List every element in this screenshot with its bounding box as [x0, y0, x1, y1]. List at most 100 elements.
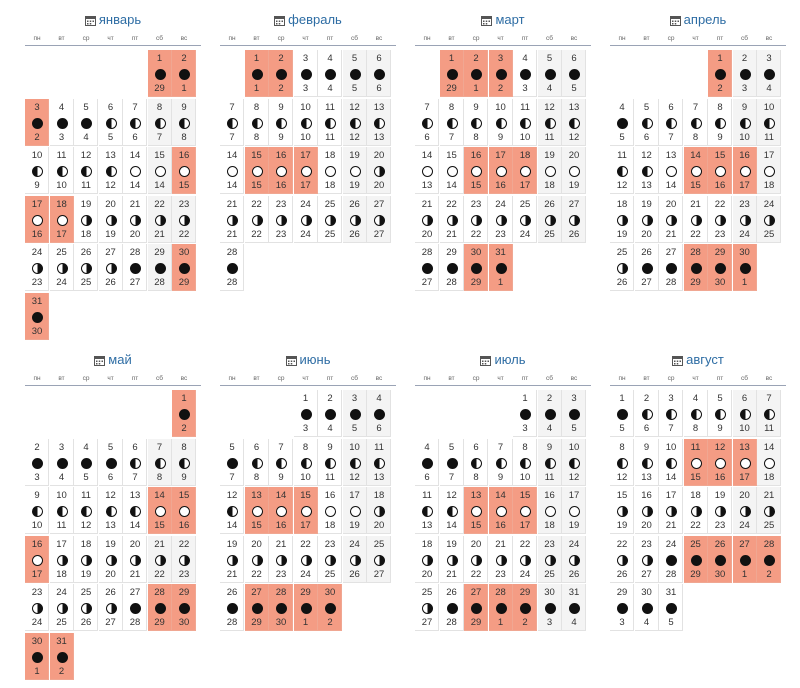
day-cell[interactable]: 31 4	[562, 584, 586, 632]
day-cell[interactable]: 29 30	[172, 584, 196, 632]
day-cell[interactable]: 26 26	[342, 195, 367, 243]
day-cell[interactable]: 23 25	[318, 535, 342, 583]
day-cell[interactable]: 18 20	[415, 535, 439, 583]
day-cell[interactable]: 24 25	[49, 584, 74, 632]
day-cell[interactable]: 16 18	[537, 487, 562, 535]
month-title[interactable]: апрель	[610, 12, 786, 30]
day-cell[interactable]: 15 14	[439, 147, 464, 195]
day-cell[interactable]: 23 23	[269, 195, 293, 243]
day-cell[interactable]: 17 17	[293, 147, 318, 195]
day-cell[interactable]: 11 15	[683, 438, 708, 486]
day-cell[interactable]: 10 10	[293, 98, 318, 146]
day-cell[interactable]: 21 20	[123, 195, 147, 243]
day-cell[interactable]: 24 26	[562, 535, 586, 583]
day-cell[interactable]: 29 3	[610, 584, 634, 632]
day-cell[interactable]: 22 21	[147, 195, 172, 243]
day-cell[interactable]: 14 15	[683, 147, 708, 195]
day-cell[interactable]: 31 1	[488, 244, 513, 292]
day-cell[interactable]: 28 29	[147, 584, 172, 632]
day-cell[interactable]: 21 22	[683, 195, 708, 243]
day-cell[interactable]: 12 11	[74, 147, 98, 195]
day-cell[interactable]: 21 25	[757, 487, 781, 535]
day-cell[interactable]: 19 18	[74, 195, 98, 243]
day-cell[interactable]: 16 20	[634, 487, 659, 535]
day-cell[interactable]: 24 24	[293, 195, 318, 243]
day-cell[interactable]: 28 30	[269, 584, 293, 632]
month-title[interactable]: март	[415, 12, 591, 30]
day-cell[interactable]: 20 21	[659, 195, 683, 243]
day-cell[interactable]: 8 10	[293, 438, 318, 486]
day-cell[interactable]: 27 29	[244, 584, 269, 632]
day-cell[interactable]: 30 2	[318, 584, 342, 632]
day-cell[interactable]: 16 17	[25, 535, 49, 583]
day-cell[interactable]: 16 15	[464, 147, 488, 195]
day-cell[interactable]: 11 10	[513, 98, 537, 146]
day-cell[interactable]: 23 22	[464, 195, 488, 243]
day-cell[interactable]: 25 26	[74, 584, 98, 632]
day-cell[interactable]: 12 13	[634, 147, 659, 195]
day-cell[interactable]: 15 19	[610, 487, 634, 535]
day-cell[interactable]: 9 11	[318, 438, 342, 486]
day-cell[interactable]: 11 13	[415, 487, 439, 535]
day-cell[interactable]: 21 20	[415, 195, 439, 243]
day-cell[interactable]: 1 29	[147, 50, 172, 97]
day-cell[interactable]: 27 29	[464, 584, 488, 632]
day-cell[interactable]: 12 12	[342, 98, 367, 146]
day-cell[interactable]: 20 24	[732, 487, 757, 535]
day-cell[interactable]: 18 17	[49, 195, 74, 243]
day-cell[interactable]: 19 20	[98, 535, 123, 583]
day-cell[interactable]: 14 14	[123, 147, 147, 195]
day-cell[interactable]: 27 28	[659, 244, 683, 292]
day-cell[interactable]: 28 27	[415, 244, 439, 292]
day-cell[interactable]: 26 27	[98, 584, 123, 632]
day-cell[interactable]: 20 20	[367, 147, 391, 195]
day-cell[interactable]: 30 3	[537, 584, 562, 632]
day-cell[interactable]: 10 12	[342, 438, 367, 486]
day-cell[interactable]: 9 10	[732, 98, 757, 146]
day-cell[interactable]: 14 16	[488, 487, 513, 535]
day-cell[interactable]: 17 18	[757, 147, 781, 195]
day-cell[interactable]: 11 12	[610, 147, 634, 195]
day-cell[interactable]: 20 22	[244, 535, 269, 583]
day-cell[interactable]: 13 12	[562, 98, 586, 146]
day-cell[interactable]: 25 25	[318, 195, 342, 243]
day-cell[interactable]: 21 22	[147, 535, 172, 583]
day-cell[interactable]: 10 11	[757, 98, 781, 146]
day-cell[interactable]: 17 16	[488, 147, 513, 195]
day-cell[interactable]: 18 17	[513, 147, 537, 195]
day-cell[interactable]: 14 14	[220, 147, 244, 195]
day-cell[interactable]: 21 23	[269, 535, 293, 583]
day-cell[interactable]: 23 24	[732, 195, 757, 243]
day-cell[interactable]: 13 17	[732, 438, 757, 486]
day-cell[interactable]: 25 27	[367, 535, 391, 583]
day-cell[interactable]: 9 11	[537, 438, 562, 486]
day-cell[interactable]: 26 28	[439, 584, 464, 632]
day-cell[interactable]: 12 14	[439, 487, 464, 535]
day-cell[interactable]: 13 13	[367, 98, 391, 146]
day-cell[interactable]: 27 26	[562, 195, 586, 243]
day-cell[interactable]: 22 23	[172, 535, 196, 583]
day-cell[interactable]: 16 16	[269, 147, 293, 195]
day-cell[interactable]: 28 28	[220, 244, 244, 292]
